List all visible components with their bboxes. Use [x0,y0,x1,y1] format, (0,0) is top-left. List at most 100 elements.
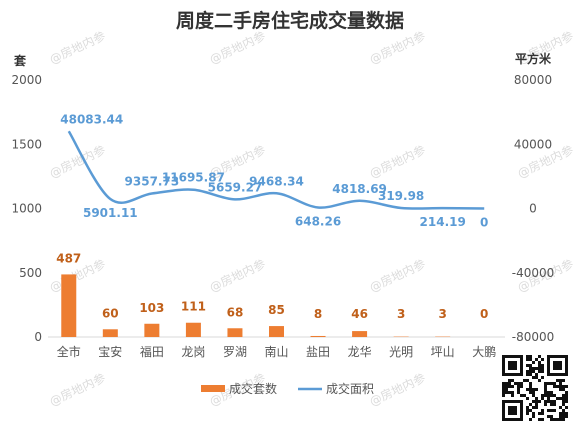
qr-module [550,409,553,412]
qr-module [553,382,556,385]
qr-module [547,400,550,403]
qr-module [538,418,541,421]
qr-module [517,385,520,388]
qr-module [529,373,532,376]
qr-module [562,418,565,421]
qr-module [562,397,565,400]
qr-module [562,403,565,406]
qr-module [565,412,568,415]
qr-module [559,379,562,382]
qr-module [502,394,505,397]
qr-module [523,394,526,397]
bar-value-label: 487 [56,251,81,265]
qr-module [559,388,562,391]
qr-module [559,385,562,388]
qr-module [529,367,532,370]
qr-module [535,397,538,400]
watermark: @房地内参 [367,370,428,409]
right-tick-label: -40000 [512,266,555,280]
qr-module [505,391,508,394]
qr-module [529,370,532,373]
qr-module [520,385,523,388]
qr-module [532,391,535,394]
watermark: @房地内参 [207,256,268,295]
line-value-label: 648.26 [295,214,341,228]
qr-module [541,376,544,379]
bar-龙华 [352,331,368,337]
left-tick-label: 0 [34,330,42,344]
qr-module [535,373,538,376]
qr-module [559,406,562,409]
qr-module [562,379,565,382]
qr-module [505,385,508,388]
right-axis-ticks: -80000 -40000 0 40000 80000 [512,73,555,344]
qr-module [523,379,526,382]
qr-module [538,379,541,382]
qr-module [535,376,538,379]
qr-module [544,394,547,397]
qr-module [529,382,532,385]
qr-module [526,364,529,367]
qr-module [508,391,511,394]
qr-module [553,409,556,412]
qr-module [538,412,541,415]
bar-value-label: 8 [314,307,322,321]
line-value-label: 214.19 [420,215,466,229]
qr-module [541,409,544,412]
right-tick-label: -80000 [512,330,555,344]
category-label: 龙华 [348,345,372,359]
left-axis-ticks: 0 500 1000 1500 2000 [11,73,42,344]
bar-罗湖 [227,328,243,337]
qr-module [532,415,535,418]
qr-module [559,397,562,400]
bar-龙岗 [185,322,201,337]
legend: 成交套数 成交面积 [201,381,374,396]
qr-module [541,412,544,415]
qr-module [562,415,565,418]
qr-module [547,397,550,400]
qr-finder-core [508,361,517,370]
qr-module [541,394,544,397]
line-series-area [67,130,485,210]
category-label: 全市 [57,344,81,359]
bar-value-label: 68 [227,305,244,319]
bar-value-label: 0 [480,307,488,321]
qr-module [538,364,541,367]
right-axis-unit: 平方米 [515,51,552,66]
bar-value-label: 111 [181,300,206,314]
right-tick-label: 40000 [514,137,552,151]
line-value-label: 4818.69 [332,182,387,196]
watermark: @房地内参 [47,28,108,67]
qr-module [562,388,565,391]
left-tick-label: 1500 [11,137,42,151]
qr-module [535,400,538,403]
qr-module [532,388,535,391]
bar-value-label: 3 [397,307,405,321]
qr-module [532,412,535,415]
qr-module [541,397,544,400]
qr-module [559,412,562,415]
category-label: 南山 [264,344,288,359]
qr-module [562,385,565,388]
qr-module [526,379,529,382]
qr-module [556,379,559,382]
qr-module [526,373,529,376]
line-value-label: 5659.27 [208,180,263,194]
qr-module [532,406,535,409]
qr-module [538,361,541,364]
qr-module [544,382,547,385]
qr-module [565,394,568,397]
qr-module [508,385,511,388]
qr-module [550,403,553,406]
line-value-label: 11695.87 [162,171,225,185]
left-tick-label: 2000 [11,73,42,87]
bar-series [61,274,451,337]
qr-module [553,418,556,421]
qr-module [547,409,550,412]
bar-宝安 [102,329,118,337]
qr-module [562,409,565,412]
qr-finder-core [508,406,517,415]
qr-module [529,364,532,367]
qr-module [529,358,532,361]
